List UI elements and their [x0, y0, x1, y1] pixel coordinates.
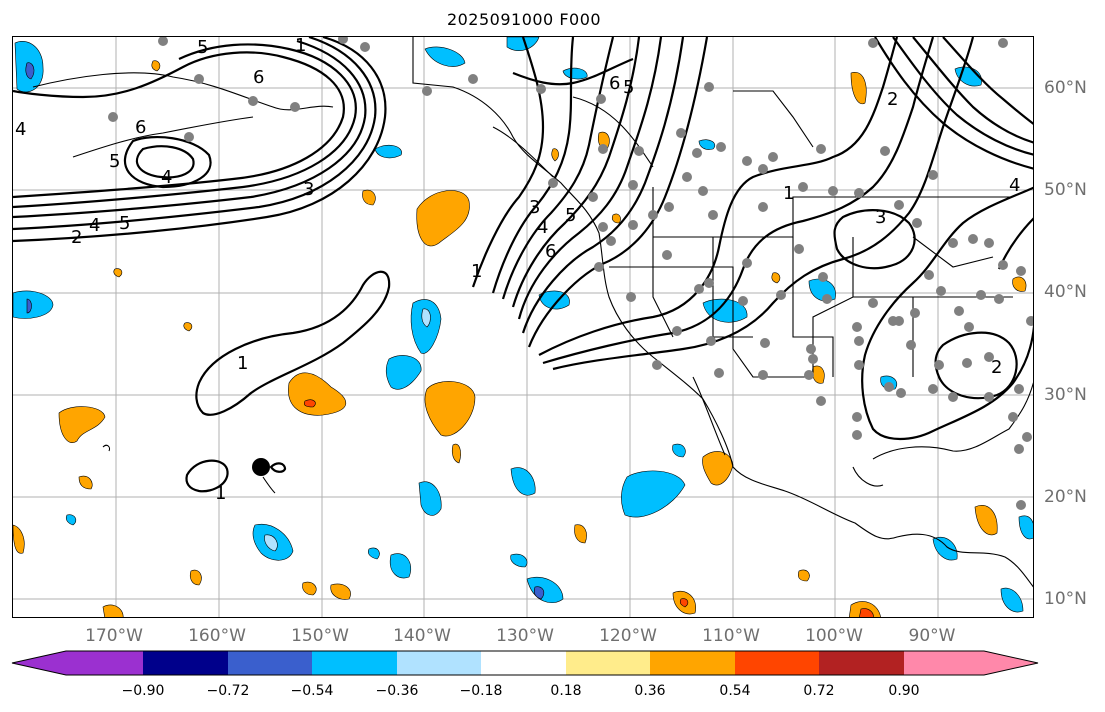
lat-label: 30°N	[1044, 385, 1087, 405]
map-svg: 1 6 5 6 5 4 3 4 5 2 4 1 1 1 3 4 5 6 6 5 …	[13, 37, 1033, 617]
contour-label: 5	[565, 205, 576, 226]
contour-label: 4	[161, 167, 172, 188]
colorbar-segment	[397, 651, 481, 675]
colorbar-segment	[143, 651, 228, 675]
contour-label: 2	[887, 89, 898, 110]
colorbar-extend-low	[12, 651, 66, 675]
significance-dots	[108, 37, 1033, 510]
contour-label: 2	[71, 227, 82, 248]
colorbar	[11, 650, 1039, 676]
lon-label: 110°W	[702, 626, 760, 646]
colorbar-segment	[481, 651, 566, 675]
lon-label: 160°W	[188, 626, 246, 646]
map-title: 2025091000 F000	[446, 10, 602, 29]
lon-label: 130°W	[496, 626, 554, 646]
contour-label: 5	[623, 77, 634, 98]
contour-label: 3	[529, 197, 540, 218]
contour-label: 1	[215, 483, 226, 504]
lon-label: 150°W	[291, 626, 349, 646]
colorbar-tick: −0.18	[459, 683, 503, 699]
colorbar-tick: −0.72	[206, 683, 250, 699]
contour-label: 4	[537, 217, 548, 238]
contour-label: 6	[545, 241, 556, 262]
contour-label: 6	[135, 117, 146, 138]
colorbar-segment	[650, 651, 735, 675]
contour-label: 5	[109, 151, 120, 172]
lon-label: 140°W	[393, 626, 451, 646]
contour-label: 1	[237, 353, 248, 374]
contour-label: 6	[609, 73, 620, 94]
lon-label: 170°W	[85, 626, 143, 646]
colorbar-segment	[819, 651, 904, 675]
colorbar-tick: −0.90	[121, 683, 165, 699]
colorbar-segment	[904, 651, 984, 675]
negative-anomaly-areas	[13, 37, 1033, 613]
lon-label: 100°W	[805, 626, 863, 646]
contour-label: 3	[303, 179, 314, 200]
colorbar-segment	[566, 651, 650, 675]
contour-label: 2	[991, 357, 1002, 378]
contour-label: 1	[295, 37, 306, 56]
positive-anomaly-areas	[13, 60, 1027, 617]
lat-label: 10°N	[1044, 589, 1087, 609]
map-panel: 1 6 5 6 5 4 3 4 5 2 4 1 1 1 3 4 5 6 6 5 …	[12, 36, 1034, 618]
coastlines	[32, 37, 1033, 588]
contour-label: 4	[89, 215, 100, 236]
contour-label: 5	[197, 37, 208, 58]
marker-dot	[252, 458, 270, 476]
contour-label: 3	[875, 207, 886, 228]
contour-label: 6	[253, 67, 264, 88]
colorbar-tick: 0.90	[888, 683, 920, 699]
contour-label: 1	[471, 261, 482, 282]
lon-label: 120°W	[599, 626, 657, 646]
graticule	[13, 37, 1033, 617]
colorbar-tick: 0.18	[550, 683, 582, 699]
lon-label: 90°W	[908, 626, 956, 646]
contour-label-group: 1 6 5 6 5 4 3 4 5 2 4 1 1 1 3 4 5 6 6 5 …	[15, 37, 1020, 504]
colorbar-extend-high	[984, 651, 1038, 675]
lat-label: 50°N	[1044, 180, 1087, 200]
colorbar-tick: −0.36	[375, 683, 419, 699]
contour-label: 1	[783, 183, 794, 204]
colorbar-segment	[228, 651, 312, 675]
colorbar-segment	[66, 651, 143, 675]
contour-label: 4	[15, 119, 26, 140]
colorbar-tick: −0.54	[290, 683, 334, 699]
colorbar-segment	[312, 651, 397, 675]
lat-label: 20°N	[1044, 487, 1087, 507]
lat-label: 40°N	[1044, 282, 1087, 302]
colorbar-segment	[735, 651, 819, 675]
contour-label: 5	[119, 213, 130, 234]
contour-label: 4	[1009, 175, 1020, 196]
colorbar-tick: 0.72	[803, 683, 835, 699]
colorbar-tick: 0.36	[634, 683, 666, 699]
contour-lines	[13, 37, 1033, 493]
lat-label: 60°N	[1044, 78, 1087, 98]
colorbar-tick: 0.54	[719, 683, 751, 699]
